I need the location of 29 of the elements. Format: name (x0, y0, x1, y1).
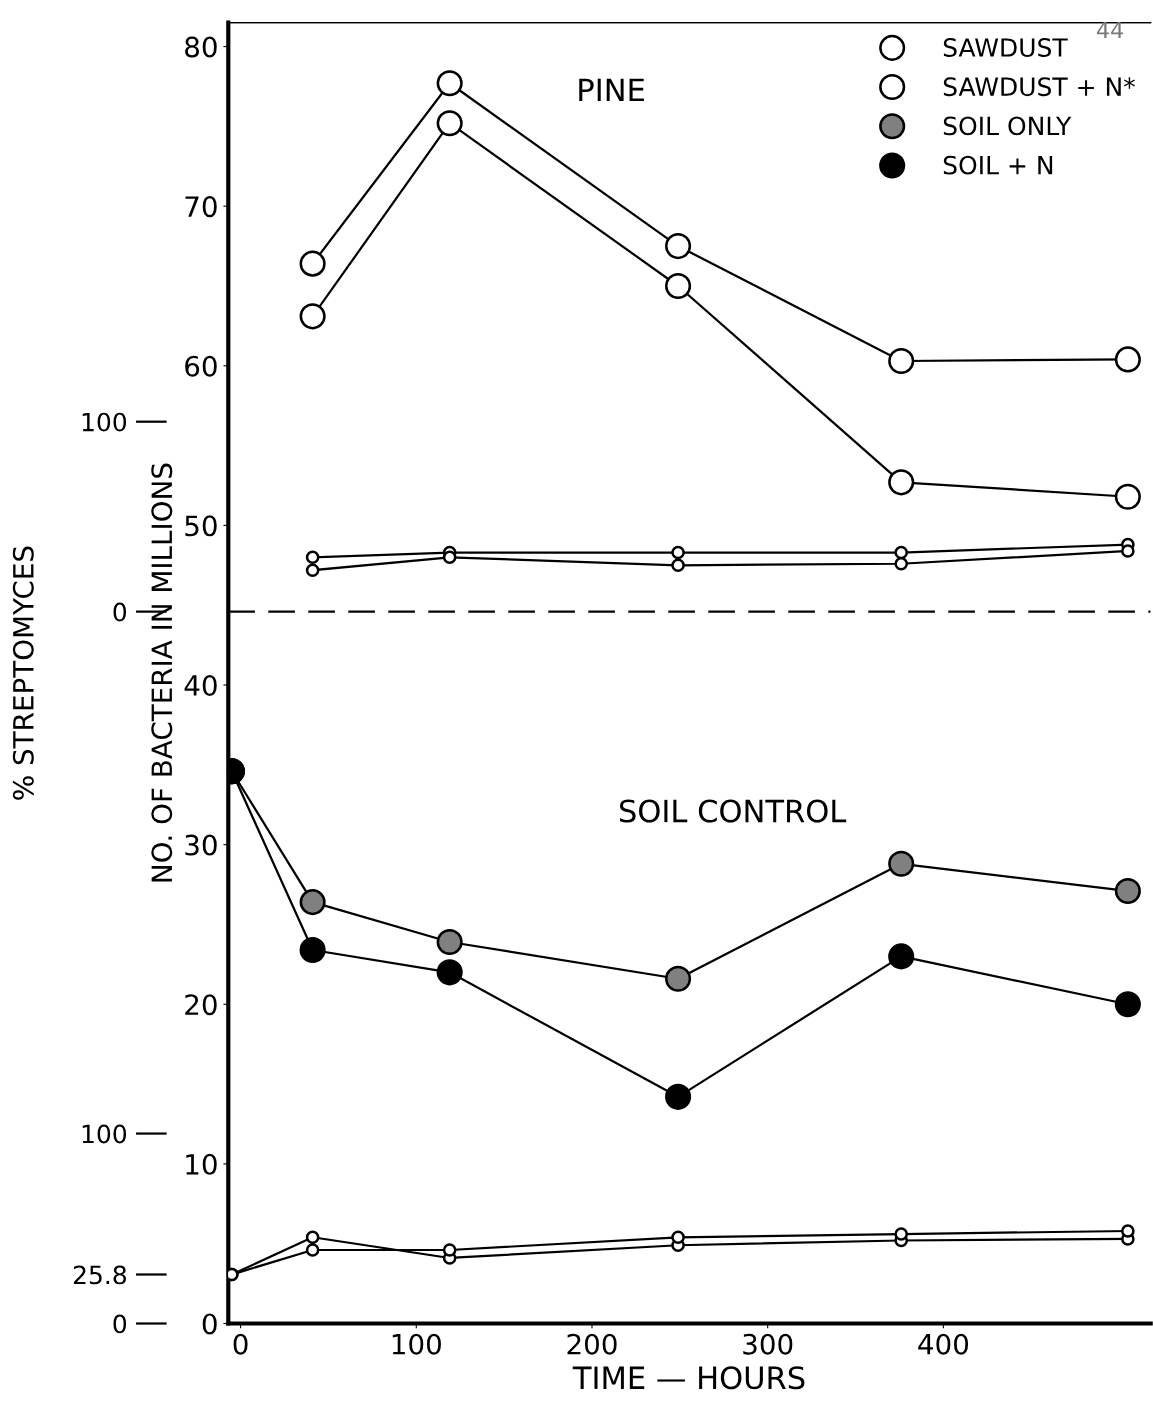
y-tick-label: 70 (185, 196, 217, 218)
x-axis-title: TIME — HOURS (572, 1366, 805, 1390)
y-tick-label: 20 (185, 994, 217, 1016)
y2-tick-label: 25.8 (73, 1265, 127, 1285)
y-tick-label: 60 (185, 355, 217, 377)
x-tick-label: 100 (392, 1333, 441, 1355)
x-tick-label: 400 (918, 1333, 969, 1355)
y2-tick-label: 100 (82, 1124, 127, 1144)
legend-label: SAWDUST (943, 38, 1068, 57)
y2-tick-label: 0 (113, 1314, 127, 1334)
y-tick-label: 0 (202, 1313, 217, 1335)
legend-label: SAWDUST + N* (943, 77, 1135, 97)
y-tick-label: 10 (186, 1153, 217, 1175)
x-tick-label: 0 (233, 1333, 248, 1355)
annotation: SOIL CONTROL (619, 799, 847, 823)
x-tick-label: 300 (743, 1333, 793, 1355)
y-tick-label: 80 (185, 36, 217, 58)
y-tick-label: 50 (185, 515, 217, 537)
legend-label: SOIL ONLY (943, 116, 1072, 136)
annotation: 44 (1096, 21, 1123, 39)
annotation: PINE (579, 78, 644, 101)
y3-tick-label: 100 (82, 412, 127, 432)
y3-tick-label: 0 (113, 602, 127, 622)
y-tick-label: 40 (184, 674, 217, 696)
y3-axis-title: % STREPTOMYCES (12, 546, 34, 800)
x-tick-label: 200 (567, 1333, 617, 1355)
legend-label: SOIL + N (943, 155, 1053, 175)
y-tick-label: 30 (185, 834, 217, 856)
y-axis-title: NO. OF BACTERIA IN MILLIONS (151, 463, 173, 882)
